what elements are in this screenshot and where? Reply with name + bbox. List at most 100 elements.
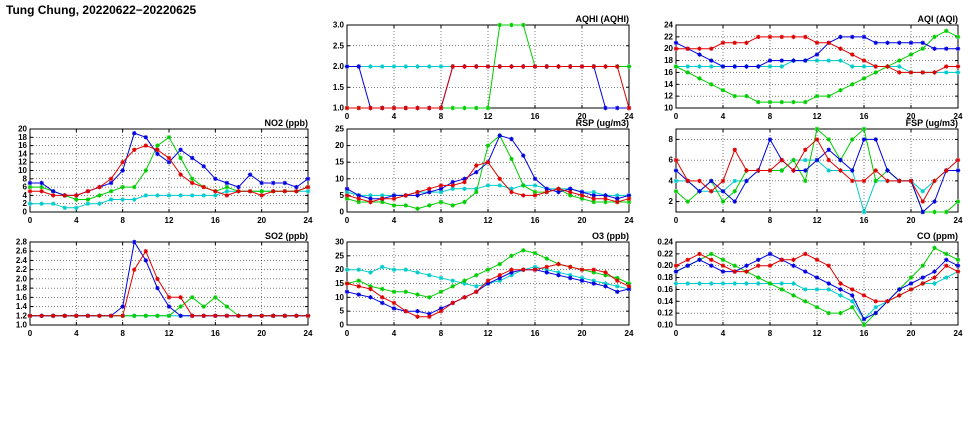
svg-text:18: 18 bbox=[664, 56, 673, 65]
chart-fsp: 0 4 8 12 16 20 24 2 4 6 8 FSP (ug/m3) bbox=[652, 117, 963, 226]
series-markers-red bbox=[344, 160, 632, 205]
series-markers-green bbox=[673, 28, 961, 105]
svg-text:25: 25 bbox=[335, 125, 344, 134]
svg-text:16: 16 bbox=[664, 68, 673, 77]
svg-text:0: 0 bbox=[674, 329, 679, 338]
svg-text:20: 20 bbox=[578, 216, 587, 225]
svg-text:0.12: 0.12 bbox=[657, 309, 673, 318]
chart-o3: 0 4 8 12 16 20 24 0 5 10 15 20 25 30 O3 (ppb) bbox=[323, 230, 634, 339]
series-line-blue bbox=[346, 269, 630, 315]
svg-text:16: 16 bbox=[531, 329, 540, 338]
svg-text:1.0: 1.0 bbox=[16, 321, 28, 330]
chart-aqi: 0 4 8 12 16 20 24 10 12 14 16 18 20 22 24 AQI (AQI) bbox=[652, 13, 963, 122]
svg-text:0.10: 0.10 bbox=[657, 321, 673, 330]
svg-text:4: 4 bbox=[74, 329, 79, 338]
svg-text:20: 20 bbox=[18, 125, 27, 134]
svg-text:14: 14 bbox=[18, 149, 27, 158]
svg-text:16: 16 bbox=[860, 112, 869, 121]
series-markers-blue bbox=[27, 131, 311, 198]
series-markers-red bbox=[673, 137, 961, 204]
svg-text:4: 4 bbox=[23, 191, 28, 200]
svg-text:10: 10 bbox=[18, 166, 27, 175]
svg-text:0: 0 bbox=[674, 216, 679, 225]
svg-text:6: 6 bbox=[23, 183, 28, 192]
svg-text:24: 24 bbox=[954, 329, 963, 338]
svg-text:1.2: 1.2 bbox=[16, 311, 28, 320]
svg-text:12: 12 bbox=[813, 329, 822, 338]
svg-text:5: 5 bbox=[340, 307, 345, 316]
chart-rsp: 0 4 8 12 16 20 24 0 5 10 15 20 25 RSP (ug/m3) bbox=[323, 117, 634, 226]
svg-text:CO (ppm): CO (ppm) bbox=[917, 231, 958, 241]
svg-text:AQI (AQI): AQI (AQI) bbox=[918, 14, 959, 24]
svg-text:NO2 (ppb): NO2 (ppb) bbox=[265, 118, 309, 128]
svg-text:0: 0 bbox=[345, 216, 350, 225]
svg-text:16: 16 bbox=[860, 216, 869, 225]
svg-text:0: 0 bbox=[28, 329, 33, 338]
svg-text:1.4: 1.4 bbox=[16, 302, 28, 311]
svg-text:24: 24 bbox=[625, 216, 634, 225]
svg-text:16: 16 bbox=[211, 329, 220, 338]
svg-text:24: 24 bbox=[625, 112, 634, 121]
svg-text:30: 30 bbox=[335, 238, 344, 247]
svg-text:0: 0 bbox=[345, 329, 350, 338]
svg-text:4: 4 bbox=[669, 176, 674, 185]
svg-text:4: 4 bbox=[392, 112, 397, 121]
svg-text:SO2 (ppb): SO2 (ppb) bbox=[265, 231, 308, 241]
svg-text:0: 0 bbox=[340, 208, 345, 217]
svg-text:0.24: 0.24 bbox=[657, 238, 673, 247]
svg-text:0: 0 bbox=[345, 112, 350, 121]
svg-text:24: 24 bbox=[625, 329, 634, 338]
svg-text:12: 12 bbox=[484, 112, 493, 121]
svg-text:20: 20 bbox=[907, 112, 916, 121]
svg-text:16: 16 bbox=[211, 216, 220, 225]
svg-text:2.4: 2.4 bbox=[16, 256, 28, 265]
svg-text:10: 10 bbox=[335, 293, 344, 302]
svg-text:20: 20 bbox=[907, 329, 916, 338]
svg-text:20: 20 bbox=[257, 216, 266, 225]
svg-text:16: 16 bbox=[531, 216, 540, 225]
series-markers-red bbox=[673, 251, 961, 304]
svg-text:O3 (ppb): O3 (ppb) bbox=[592, 231, 629, 241]
svg-text:2.2: 2.2 bbox=[16, 265, 28, 274]
svg-text:0.20: 0.20 bbox=[657, 261, 673, 270]
svg-text:12: 12 bbox=[484, 216, 493, 225]
svg-text:12: 12 bbox=[484, 329, 493, 338]
svg-text:16: 16 bbox=[860, 329, 869, 338]
chart-aqhi: 0 4 8 12 16 20 24 1.0 1.5 2.0 2.5 3.0 AQHI (AQHI) bbox=[323, 13, 634, 122]
series-markers-red bbox=[27, 249, 311, 318]
series-markers-red bbox=[673, 34, 961, 75]
svg-text:2.0: 2.0 bbox=[333, 62, 345, 71]
svg-text:0.22: 0.22 bbox=[657, 249, 673, 258]
chart-so2: 0 4 8 12 16 20 24 1.0 1.2 1.4 1.6 1.8 2.0 2.2 2.4 2.6 2.… bbox=[6, 230, 313, 339]
svg-text:4: 4 bbox=[721, 112, 726, 121]
svg-text:0.14: 0.14 bbox=[657, 297, 673, 306]
svg-text:16: 16 bbox=[18, 141, 27, 150]
svg-text:12: 12 bbox=[18, 158, 27, 167]
svg-text:14: 14 bbox=[664, 80, 673, 89]
svg-text:18: 18 bbox=[18, 133, 27, 142]
svg-text:24: 24 bbox=[304, 329, 313, 338]
svg-text:24: 24 bbox=[954, 112, 963, 121]
series-markers-red bbox=[344, 261, 632, 319]
svg-text:3.0: 3.0 bbox=[333, 21, 345, 30]
svg-text:0: 0 bbox=[28, 216, 33, 225]
svg-text:8: 8 bbox=[768, 329, 773, 338]
svg-text:20: 20 bbox=[257, 329, 266, 338]
svg-text:20: 20 bbox=[664, 44, 673, 53]
svg-text:4: 4 bbox=[721, 329, 726, 338]
svg-text:8: 8 bbox=[23, 174, 28, 183]
series-markers-green bbox=[344, 133, 632, 211]
svg-text:10: 10 bbox=[664, 104, 673, 113]
svg-text:1.5: 1.5 bbox=[333, 83, 345, 92]
svg-text:12: 12 bbox=[664, 92, 673, 101]
svg-text:2: 2 bbox=[23, 199, 28, 208]
svg-text:2.0: 2.0 bbox=[16, 274, 28, 283]
svg-text:12: 12 bbox=[165, 329, 174, 338]
svg-text:6: 6 bbox=[669, 156, 674, 165]
svg-text:2: 2 bbox=[669, 197, 674, 206]
svg-text:4: 4 bbox=[74, 216, 79, 225]
svg-text:AQHI (AQHI): AQHI (AQHI) bbox=[576, 14, 630, 24]
svg-text:16: 16 bbox=[531, 112, 540, 121]
svg-text:2.8: 2.8 bbox=[16, 238, 28, 247]
